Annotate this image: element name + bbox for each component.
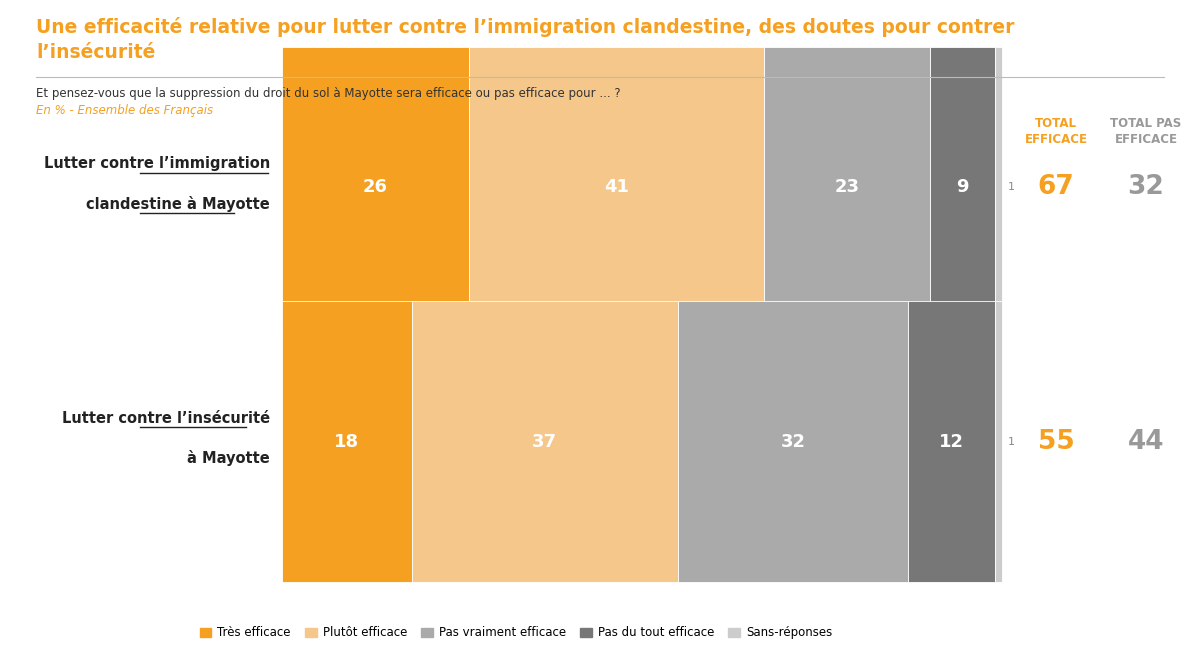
Text: TOTAL PAS
EFFICACE: TOTAL PAS EFFICACE [1110, 117, 1182, 146]
Text: 41: 41 [605, 179, 629, 196]
Text: 44: 44 [1128, 429, 1164, 454]
Text: TOTAL
EFFICACE: TOTAL EFFICACE [1025, 117, 1087, 146]
Text: 26: 26 [364, 179, 388, 196]
Text: 37: 37 [533, 433, 557, 450]
Text: Lutter contre l’insécurité: Lutter contre l’insécurité [62, 411, 270, 425]
Text: à Mayotte: à Mayotte [187, 450, 270, 466]
Text: 1: 1 [1008, 437, 1015, 446]
Text: l’insécurité: l’insécurité [36, 43, 155, 62]
Text: 9: 9 [956, 179, 968, 196]
Text: 18: 18 [335, 433, 359, 450]
Text: 67: 67 [1038, 175, 1074, 200]
Text: 32: 32 [1128, 175, 1164, 200]
Text: 1: 1 [1008, 183, 1015, 192]
Text: 23: 23 [835, 179, 859, 196]
Text: Lutter contre l’immigration: Lutter contre l’immigration [43, 157, 270, 171]
Text: Une efficacité relative pour lutter contre l’immigration clandestine, des doutes: Une efficacité relative pour lutter cont… [36, 17, 1014, 37]
Text: En % - Ensemble des Français: En % - Ensemble des Français [36, 104, 214, 116]
Legend: Très efficace, Plutôt efficace, Pas vraiment efficace, Pas du tout efficace, San: Très efficace, Plutôt efficace, Pas vrai… [194, 622, 838, 644]
Text: 32: 32 [781, 433, 805, 450]
Text: 12: 12 [940, 433, 964, 450]
Text: Et pensez-vous que la suppression du droit du sol à Mayotte sera efficace ou pas: Et pensez-vous que la suppression du dro… [36, 87, 620, 100]
Text: 55: 55 [1038, 429, 1074, 454]
Text: clandestine à Mayotte: clandestine à Mayotte [86, 196, 270, 212]
